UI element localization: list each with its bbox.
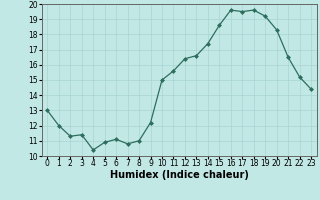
X-axis label: Humidex (Indice chaleur): Humidex (Indice chaleur) <box>110 170 249 180</box>
